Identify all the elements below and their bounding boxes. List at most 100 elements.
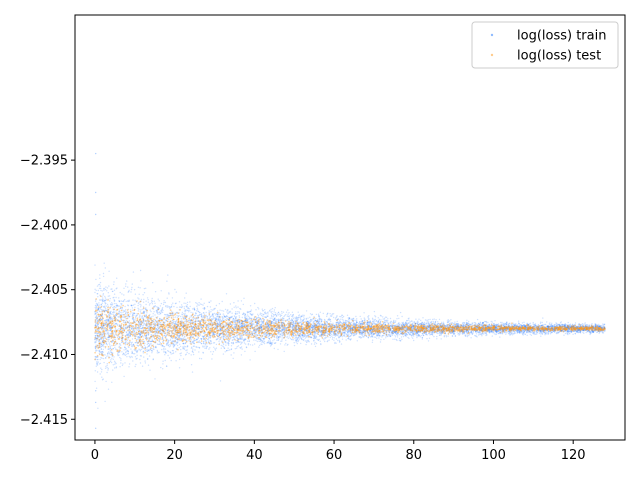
data-point (125, 285, 127, 287)
data-point (511, 334, 514, 336)
data-point (118, 305, 121, 307)
data-point (154, 314, 156, 316)
data-point (448, 329, 450, 331)
series-train-points (94, 152, 606, 429)
data-point (125, 309, 127, 311)
data-point (102, 294, 104, 296)
data-point (330, 320, 332, 323)
data-point (131, 350, 133, 352)
data-point (264, 309, 266, 311)
data-point (134, 293, 137, 295)
data-point (431, 327, 434, 330)
data-point (229, 311, 231, 314)
data-point (139, 323, 141, 325)
data-point (102, 297, 104, 299)
data-point (228, 310, 230, 313)
data-point (120, 359, 122, 362)
data-point (396, 315, 399, 317)
data-point (560, 329, 562, 332)
data-point (162, 341, 164, 343)
data-point (240, 341, 242, 343)
data-point (176, 312, 178, 314)
data-point (435, 330, 437, 332)
data-point (356, 318, 358, 320)
data-point (178, 339, 181, 342)
data-point (146, 312, 148, 314)
data-point (424, 319, 427, 321)
data-point (201, 303, 203, 306)
data-point (288, 319, 290, 321)
data-point (100, 287, 102, 290)
data-point (468, 334, 470, 337)
data-point (184, 312, 186, 314)
data-point (125, 283, 127, 285)
data-point (402, 321, 405, 324)
data-point (449, 320, 451, 322)
data-point (210, 311, 212, 313)
data-point (190, 364, 193, 366)
data-point (512, 323, 514, 326)
data-point (451, 335, 454, 337)
data-point (488, 329, 491, 332)
data-point (198, 340, 201, 342)
data-point (109, 350, 112, 352)
data-point (431, 331, 434, 333)
data-point (555, 327, 558, 329)
data-point (485, 332, 487, 334)
data-point (536, 329, 538, 331)
data-point (121, 364, 124, 367)
data-point (161, 329, 164, 332)
data-point (190, 339, 192, 341)
data-point (599, 329, 601, 331)
data-point (204, 307, 206, 310)
data-point (260, 335, 262, 337)
data-point (341, 336, 343, 338)
data-point (446, 320, 449, 322)
data-point (107, 388, 110, 390)
data-point (331, 314, 333, 316)
data-point (324, 319, 326, 322)
data-point (133, 319, 135, 322)
data-point (477, 331, 479, 333)
data-point (154, 378, 156, 380)
data-point (114, 361, 116, 364)
data-point (391, 327, 393, 329)
data-point (378, 337, 380, 339)
data-point (277, 314, 280, 316)
data-point (433, 318, 435, 320)
data-point (297, 340, 299, 343)
data-point (171, 297, 174, 299)
data-point (106, 355, 108, 357)
data-point (286, 336, 288, 339)
data-point (211, 313, 214, 316)
data-point (313, 340, 315, 342)
data-point (161, 344, 164, 347)
data-point (491, 328, 493, 330)
data-point (263, 323, 265, 325)
data-point (490, 320, 492, 323)
data-point (179, 343, 181, 345)
data-point (292, 329, 294, 331)
data-point (222, 353, 225, 355)
data-point (219, 338, 222, 341)
data-point (189, 316, 191, 318)
data-point (363, 319, 366, 321)
data-point (128, 366, 130, 368)
data-point (191, 317, 193, 319)
data-point (95, 333, 98, 335)
data-point (267, 315, 269, 317)
data-point (542, 328, 544, 330)
data-point (168, 318, 170, 321)
data-point (499, 332, 502, 334)
data-point (131, 307, 134, 309)
data-point (124, 321, 127, 324)
data-point (314, 333, 316, 336)
data-point (134, 312, 136, 315)
data-point (466, 319, 468, 321)
data-point (259, 313, 261, 316)
data-point (376, 337, 378, 339)
data-point (423, 321, 426, 324)
data-point (235, 341, 237, 344)
data-point (162, 345, 165, 348)
data-point (139, 310, 141, 312)
